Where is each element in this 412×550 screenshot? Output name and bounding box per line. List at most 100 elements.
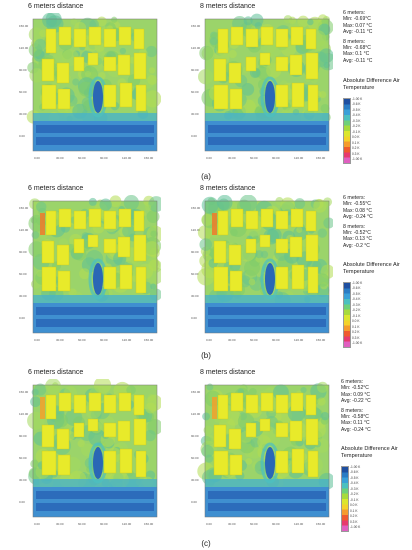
- svg-text:150.00: 150.00: [191, 24, 201, 28]
- svg-text:120.00: 120.00: [19, 412, 29, 416]
- left-temperature-map: 150.00 120.00 90.00 60.00 30.00 0.00 0.00 30.00…: [18, 13, 161, 161]
- legend-tick-label: -0.4 K: [352, 297, 361, 302]
- legend-tick-label: 0.2 K: [350, 514, 358, 519]
- legend-tick-label: -0.3 K: [352, 118, 361, 123]
- legend-tick-label: -0.6 K: [350, 470, 359, 475]
- svg-text:120.00: 120.00: [19, 46, 29, 50]
- svg-text:60.00: 60.00: [250, 522, 258, 526]
- svg-text:0.00: 0.00: [206, 338, 212, 342]
- heatmap-svg: 150.00 120.00 90.00 60.00 30.00 0.00 0.00 30.00…: [19, 379, 161, 526]
- legend-tick-label: -1.00 K: [350, 524, 361, 529]
- stats-avg-8m: Avg: -0.24 °C: [341, 426, 371, 433]
- svg-text:150.00: 150.00: [19, 24, 29, 28]
- svg-text:0.00: 0.00: [34, 522, 40, 526]
- left-map-title: 6 meters distance: [28, 185, 84, 192]
- legend-title: Absolute Difference Air Temperature: [341, 446, 398, 459]
- svg-text:30.00: 30.00: [228, 156, 236, 160]
- svg-text:60.00: 60.00: [191, 456, 199, 460]
- stats-avg-6m: Avg: -0.24 °C: [343, 214, 373, 221]
- stats-avg-8m: Avg: -0.2 °C: [343, 242, 370, 249]
- legend-tick-labels: -1.00 K -0.6 K -0.5 K -0.4 K -0.3 K -0.2 K -0.…: [352, 281, 362, 346]
- stats-max-8m: Max: 0.13 °C: [343, 236, 372, 243]
- legend-tick-label: -0.1 K: [352, 129, 361, 134]
- legend-tick-label: 0.3 K: [350, 519, 358, 524]
- svg-text:120.00: 120.00: [19, 228, 29, 232]
- svg-text:30.00: 30.00: [228, 522, 236, 526]
- stats-min-6m: Min: -0.69°C: [343, 16, 371, 23]
- svg-text:30.00: 30.00: [19, 294, 27, 298]
- svg-text:90.00: 90.00: [191, 250, 199, 254]
- stats-heading-8m: 8 meters:: [343, 38, 366, 45]
- legend-tick-label: 0.0 K: [350, 503, 358, 508]
- legend-tick-label: -0.2 K: [352, 308, 361, 313]
- legend-tick-label: 0.0 K: [352, 319, 360, 324]
- svg-text:90.00: 90.00: [191, 68, 199, 72]
- stats-min-6m: Min: -0.52°C: [341, 385, 369, 392]
- legend-tick-label: -0.3 K: [350, 486, 359, 491]
- legend-tick-label: 0.0 K: [352, 135, 360, 140]
- svg-text:120.00: 120.00: [122, 338, 132, 342]
- svg-text:90.00: 90.00: [191, 434, 199, 438]
- legend-tick-label: -0.6 K: [352, 286, 361, 291]
- legend-tick-label: -0.2 K: [352, 124, 361, 129]
- legend-tick-label: -0.1 K: [352, 313, 361, 318]
- svg-text:90.00: 90.00: [19, 68, 27, 72]
- stats-min-8m: Min: -0.68°C: [343, 45, 371, 52]
- legend-tick-label: -0.1 K: [350, 497, 359, 502]
- legend-tick-labels: -1.00 K -0.6 K -0.5 K -0.4 K -0.3 K -0.2 K -0.…: [350, 465, 360, 530]
- stats-avg-6m: Avg: -0.11 °C: [343, 29, 373, 36]
- legend-tick-label: -1.00 K: [352, 340, 363, 345]
- heatmap-svg: 150.00 120.00 90.00 60.00 30.00 0.00 0.00 30.00…: [191, 195, 333, 342]
- heatmap-svg: 150.00 120.00 90.00 60.00 30.00 0.00 0.00 30.00…: [19, 195, 161, 342]
- svg-text:0.00: 0.00: [34, 156, 40, 160]
- left-map-title: 6 meters distance: [28, 3, 84, 10]
- svg-text:60.00: 60.00: [250, 156, 258, 160]
- svg-text:60.00: 60.00: [19, 456, 27, 460]
- svg-text:150.00: 150.00: [144, 338, 154, 342]
- legend-tick-label: -0.3 K: [352, 302, 361, 307]
- stats-heading-8m: 8 meters:: [343, 223, 366, 230]
- legend-tick-label: -1.00 K: [352, 281, 363, 285]
- svg-text:90.00: 90.00: [272, 156, 280, 160]
- svg-text:90.00: 90.00: [19, 250, 27, 254]
- svg-text:60.00: 60.00: [250, 338, 258, 342]
- svg-text:120.00: 120.00: [191, 228, 201, 232]
- svg-text:120.00: 120.00: [191, 46, 201, 50]
- svg-text:120.00: 120.00: [122, 156, 132, 160]
- panel-caption: (b): [201, 351, 211, 360]
- stats-min-8m: Min: -0.52°C: [343, 230, 371, 237]
- svg-text:0.00: 0.00: [19, 316, 25, 320]
- stats-heading-6m: 6 meters:: [343, 10, 366, 16]
- svg-text:90.00: 90.00: [272, 338, 280, 342]
- legend-tick-labels: -1.00 K -0.6 K -0.5 K -0.4 K -0.3 K -0.2 K -0.…: [352, 97, 362, 162]
- svg-text:150.00: 150.00: [144, 156, 154, 160]
- svg-text:120.00: 120.00: [294, 338, 304, 342]
- svg-text:150.00: 150.00: [191, 390, 201, 394]
- legend-colorbar: [343, 282, 351, 348]
- stats-max-6m: Max: 0.07 °C: [343, 22, 372, 29]
- svg-text:150.00: 150.00: [191, 206, 201, 210]
- svg-text:150.00: 150.00: [316, 522, 326, 526]
- svg-text:30.00: 30.00: [191, 478, 199, 482]
- left-temperature-map: 150.00 120.00 90.00 60.00 30.00 0.00 0.00 30.00…: [18, 195, 161, 343]
- legend-tick-label: -0.5 K: [352, 107, 361, 112]
- heatmap-svg: 150.00 120.00 90.00 60.00 30.00 0.00 0.00 30.00…: [191, 381, 333, 526]
- legend-tick-label: -1.00 K: [352, 156, 363, 161]
- legend-tick-label: 0.3 K: [352, 151, 360, 156]
- figure-panel-a: 6 meters distance 8 meters distance 150.…: [0, 0, 412, 183]
- stats-block: 6 meters: Min: -0.55°C Max: 0.08 °C Avg:…: [343, 195, 373, 249]
- left-map-title: 6 meters distance: [28, 369, 84, 376]
- right-temperature-map: 150.00 120.00 90.00 60.00 30.00 0.00 0.00 30.00…: [190, 13, 333, 161]
- legend-tick-label: -1.00 K: [352, 97, 363, 101]
- stats-min-6m: Min: -0.55°C: [343, 201, 371, 208]
- svg-text:60.00: 60.00: [78, 338, 86, 342]
- stats-avg-8m: Avg: -0.11 °C: [343, 57, 373, 64]
- legend-tick-label: 0.1 K: [350, 508, 358, 513]
- legend-tick-label: -0.5 K: [350, 475, 359, 480]
- svg-text:60.00: 60.00: [191, 272, 199, 276]
- right-map-title: 8 meters distance: [200, 185, 256, 192]
- stats-avg-6m: Avg: -0.22 °C: [341, 398, 371, 405]
- legend-tick-label: 0.3 K: [352, 335, 360, 340]
- legend-tick-label: -1.00 K: [350, 465, 361, 469]
- svg-text:0.00: 0.00: [206, 522, 212, 526]
